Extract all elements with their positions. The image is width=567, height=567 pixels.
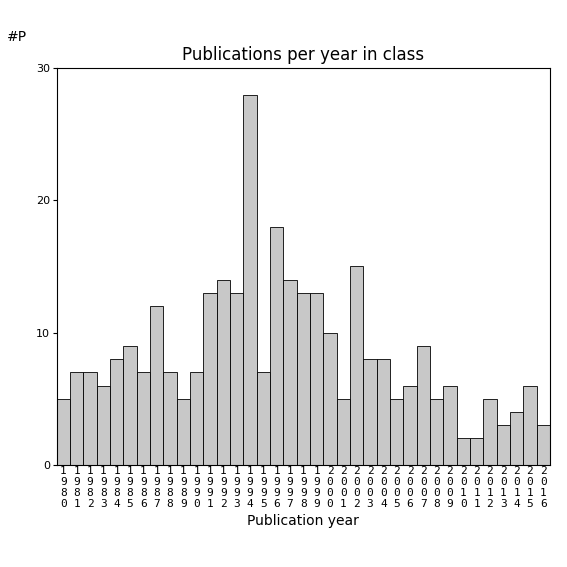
Bar: [150, 306, 163, 465]
Bar: [230, 293, 243, 465]
Bar: [270, 227, 284, 465]
Bar: [177, 399, 190, 465]
Bar: [163, 373, 177, 465]
Bar: [470, 438, 483, 465]
Bar: [243, 95, 257, 465]
Bar: [323, 333, 337, 465]
Bar: [403, 386, 417, 465]
Bar: [510, 412, 523, 465]
Bar: [83, 373, 97, 465]
Bar: [523, 386, 536, 465]
Text: #P: #P: [7, 30, 27, 44]
Title: Publications per year in class: Publications per year in class: [182, 46, 425, 64]
Bar: [310, 293, 323, 465]
Bar: [497, 425, 510, 465]
Bar: [70, 373, 83, 465]
Bar: [110, 359, 124, 465]
Bar: [363, 359, 376, 465]
Bar: [390, 399, 403, 465]
Bar: [190, 373, 204, 465]
Bar: [337, 399, 350, 465]
Bar: [350, 266, 363, 465]
Bar: [443, 386, 456, 465]
Bar: [97, 386, 110, 465]
Bar: [57, 399, 70, 465]
Bar: [204, 293, 217, 465]
Bar: [536, 425, 550, 465]
Bar: [137, 373, 150, 465]
Bar: [430, 399, 443, 465]
Bar: [297, 293, 310, 465]
Bar: [376, 359, 390, 465]
Bar: [257, 373, 270, 465]
Bar: [483, 399, 497, 465]
Bar: [217, 280, 230, 465]
Bar: [456, 438, 470, 465]
Bar: [124, 346, 137, 465]
Bar: [284, 280, 297, 465]
X-axis label: Publication year: Publication year: [247, 514, 359, 528]
Bar: [417, 346, 430, 465]
